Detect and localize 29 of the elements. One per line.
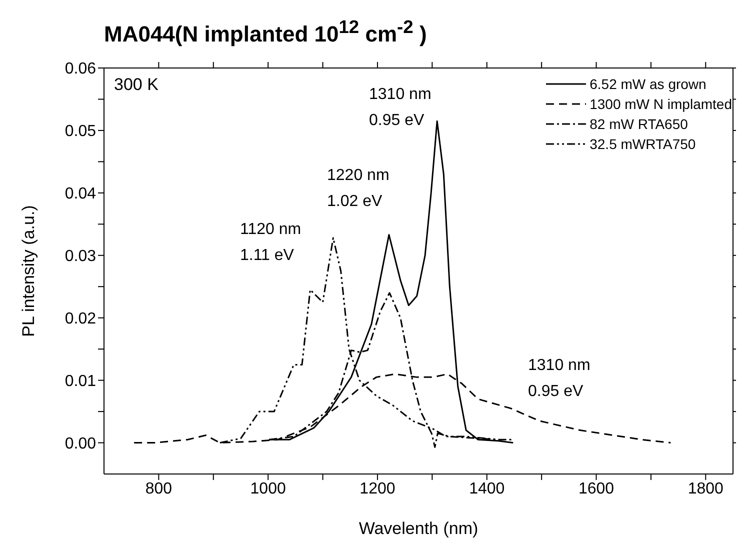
legend-label: 6.52 mW as grown bbox=[590, 75, 706, 94]
y-tick-label: 0.02 bbox=[64, 310, 96, 328]
y-tick-label: 0.05 bbox=[64, 123, 96, 140]
x-tick-label: 1000 bbox=[250, 480, 286, 498]
annotation: 0.95 eV bbox=[528, 383, 584, 400]
y-tick-label: 0.04 bbox=[64, 186, 96, 203]
y-tick-label: 0.01 bbox=[64, 372, 96, 390]
y-axis-title: PL intensity (a.u.) bbox=[19, 205, 38, 337]
annotation: 0.95 eV bbox=[369, 112, 424, 129]
x-tick-label: 1400 bbox=[469, 480, 505, 498]
chart-title: MA044(N implanted 10$^{12}$ cm$^{-2}$ ) bbox=[104, 16, 427, 48]
annotation: 1220 nm bbox=[327, 167, 390, 184]
annotation: 1.11 eV bbox=[240, 247, 294, 264]
legend-label: 1300 mW N implamted bbox=[590, 95, 732, 114]
annotation: 300 K bbox=[114, 75, 160, 94]
y-tick-label: 0.06 bbox=[64, 60, 96, 78]
y-tick-label: 0.03 bbox=[64, 248, 96, 266]
annotation: 1310 nm bbox=[528, 357, 590, 374]
y-tick-label: 0.00 bbox=[64, 435, 96, 452]
x-tick-label: 1200 bbox=[360, 480, 396, 498]
legend-label: 32.5 mWRTA750 bbox=[590, 135, 696, 154]
legend-label: 82 mW RTA650 bbox=[590, 115, 688, 134]
x-axis-title: Wavelenth (nm) bbox=[358, 519, 478, 538]
annotation: 1120 nm bbox=[240, 221, 302, 238]
x-tick-label: 800 bbox=[145, 480, 172, 498]
x-tick-label: 1800 bbox=[688, 480, 724, 498]
x-tick-label: 1600 bbox=[578, 480, 614, 498]
annotation: 1310 nm bbox=[369, 86, 432, 103]
annotation: 1.02 eV bbox=[327, 193, 382, 210]
